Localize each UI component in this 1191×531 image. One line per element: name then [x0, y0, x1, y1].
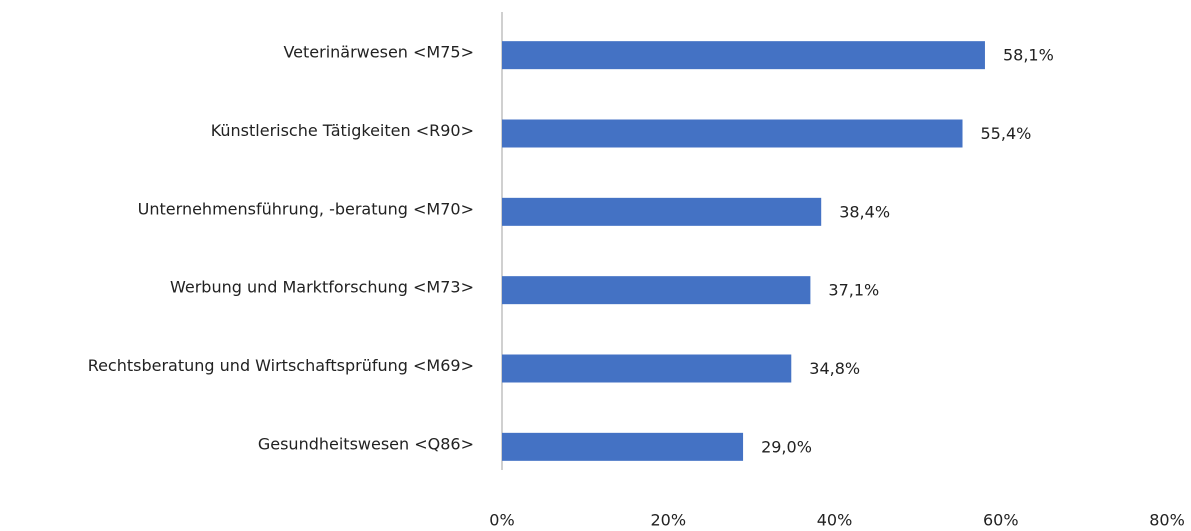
bar: [502, 119, 963, 148]
data-label: 38,4%: [839, 202, 890, 221]
bar: [502, 354, 792, 383]
bar: [502, 432, 744, 461]
bar: [502, 276, 811, 305]
x-tick-label: 40%: [817, 511, 853, 530]
y-tick-label: Gesundheitswesen <Q86>: [258, 434, 474, 453]
y-tick-label: Veterinärwesen <M75>: [283, 43, 474, 62]
data-label: 55,4%: [981, 124, 1032, 143]
x-tick-label: 80%: [1149, 511, 1185, 530]
data-label: 58,1%: [1003, 46, 1054, 65]
bar: [502, 41, 985, 70]
data-label: 34,8%: [809, 359, 860, 378]
bar: [502, 197, 822, 226]
y-tick-label: Rechtsberatung und Wirtschaftsprüfung <M…: [88, 356, 474, 375]
x-tick-label: 20%: [650, 511, 686, 530]
x-tick-label: 0%: [489, 511, 514, 530]
y-tick-label: Unternehmensführung, -beratung <M70>: [138, 199, 474, 218]
x-tick-label: 60%: [983, 511, 1019, 530]
data-label: 29,0%: [761, 437, 812, 456]
y-tick-label: Künstlerische Tätigkeiten <R90>: [211, 121, 474, 140]
y-tick-label: Werbung und Marktforschung <M73>: [170, 278, 474, 297]
data-label: 37,1%: [828, 281, 879, 300]
